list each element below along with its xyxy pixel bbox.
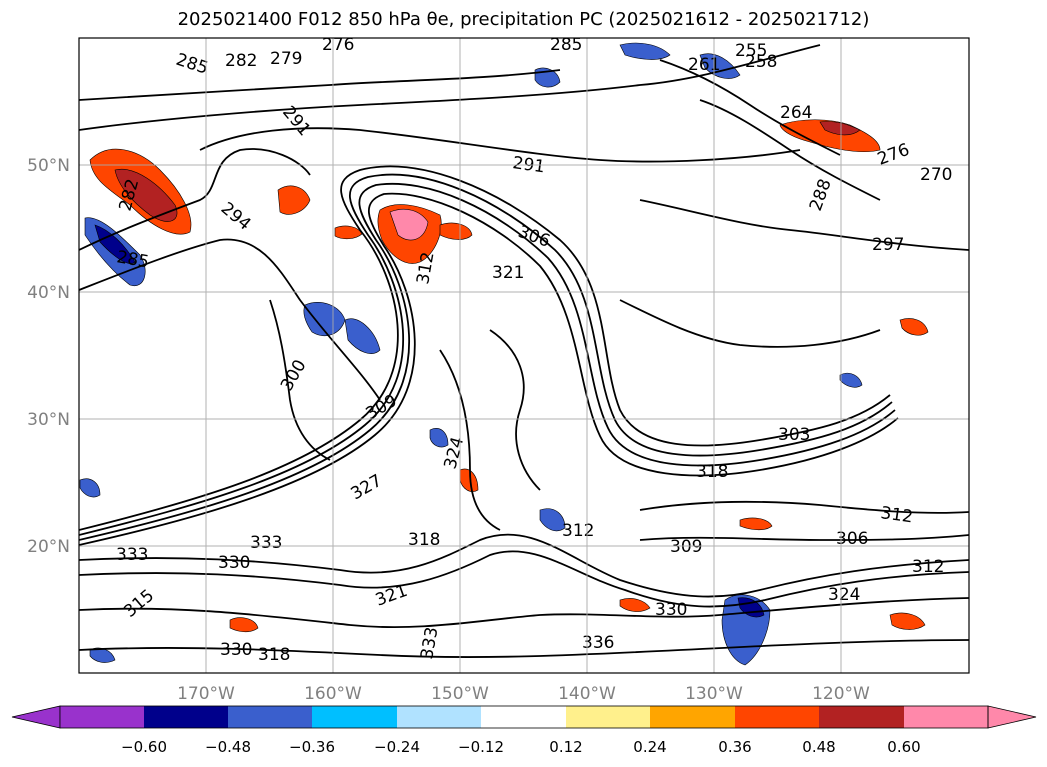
colorbar-tick: 0.60: [887, 738, 920, 756]
colorbar-tick: −0.12: [458, 738, 504, 756]
contour-label: 312: [879, 503, 914, 527]
colorbar-frame: [59, 705, 989, 729]
theta-e-contours: [79, 44, 969, 658]
contour-label: 282: [225, 51, 257, 71]
contour-label: 261: [688, 55, 720, 75]
lon-label-160w: 160°W: [304, 684, 362, 704]
colorbar-extend-max: [987, 705, 1037, 729]
lon-label-170w: 170°W: [177, 684, 235, 704]
lat-label-40n: 40°N: [27, 283, 70, 303]
lat-label-20n: 20°N: [27, 537, 70, 557]
contour-label: 297: [872, 235, 904, 255]
colorbar-tick: −0.60: [121, 738, 167, 756]
contour-label: 309: [670, 537, 702, 557]
lat-label-30n: 30°N: [27, 410, 70, 430]
lon-label-120w: 120°W: [812, 684, 870, 704]
colorbar-segment: [312, 706, 397, 728]
colorbar-segment: [735, 706, 819, 728]
contour-label: 318: [408, 530, 440, 550]
lon-label-130w: 130°W: [685, 684, 743, 704]
contour-label: 318: [258, 645, 290, 665]
contour-label: 255: [735, 41, 767, 61]
contour-label: 270: [920, 165, 952, 185]
map-title: 2025021400 F012 850 hPa θe, precipitatio…: [177, 9, 870, 30]
contour-label: 333: [116, 545, 148, 565]
contour-label: 306: [836, 529, 868, 549]
colorbar-segment: [228, 706, 312, 728]
colorbar-segment: [566, 706, 650, 728]
longitude-labels: 170°W 160°W 150°W 140°W 130°W 120°W: [177, 684, 870, 704]
contour-label: 258: [745, 52, 777, 72]
colorbar-segment: [650, 706, 735, 728]
colorbar: −0.60 −0.48 −0.36 −0.24 −0.12 0.12 0.24 …: [11, 705, 1037, 756]
contour-label: 321: [492, 263, 524, 283]
lat-label-50n: 50°N: [27, 156, 70, 176]
colorbar-tick: 0.36: [718, 738, 751, 756]
colorbar-segment: [819, 706, 904, 728]
contour-label: 264: [780, 103, 812, 123]
colorbar-tick: −0.36: [289, 738, 335, 756]
map-frame: [78, 37, 970, 674]
contour-label: 312: [912, 557, 944, 577]
contour-label: 330: [655, 600, 687, 620]
map-area[interactable]: 285 282 279 276 285 255 261 258 264 291 …: [79, 35, 969, 673]
colorbar-extend-min: [11, 705, 61, 729]
contour-label: 318: [696, 462, 728, 482]
colorbar-tick: −0.24: [374, 738, 420, 756]
contour-label: 312: [562, 521, 594, 541]
colorbar-tick: 0.12: [549, 738, 582, 756]
graticule: [79, 38, 969, 673]
lon-label-150w: 150°W: [431, 684, 489, 704]
contour-label: 333: [250, 533, 282, 553]
latitude-labels: 50°N 40°N 30°N 20°N: [27, 156, 70, 557]
lon-label-140w: 140°W: [558, 684, 616, 704]
colorbar-segment: [397, 706, 481, 728]
contour-label: 276: [322, 35, 354, 55]
contour-label: 324: [828, 585, 860, 605]
colorbar-tick: 0.48: [802, 738, 835, 756]
contour-label: 279: [270, 49, 302, 69]
colorbar-segment: [481, 706, 566, 728]
contour-label: 285: [550, 35, 582, 55]
contour-label: 303: [778, 425, 810, 445]
colorbar-segment: [904, 706, 988, 728]
contour-label: 330: [218, 553, 250, 573]
colorbar-tick: 0.24: [633, 738, 666, 756]
contour-label: 336: [582, 633, 614, 653]
colorbar-segment: [60, 706, 144, 728]
colorbar-tick: −0.48: [205, 738, 251, 756]
colorbar-segment: [144, 706, 228, 728]
contour-label: 330: [220, 640, 252, 660]
